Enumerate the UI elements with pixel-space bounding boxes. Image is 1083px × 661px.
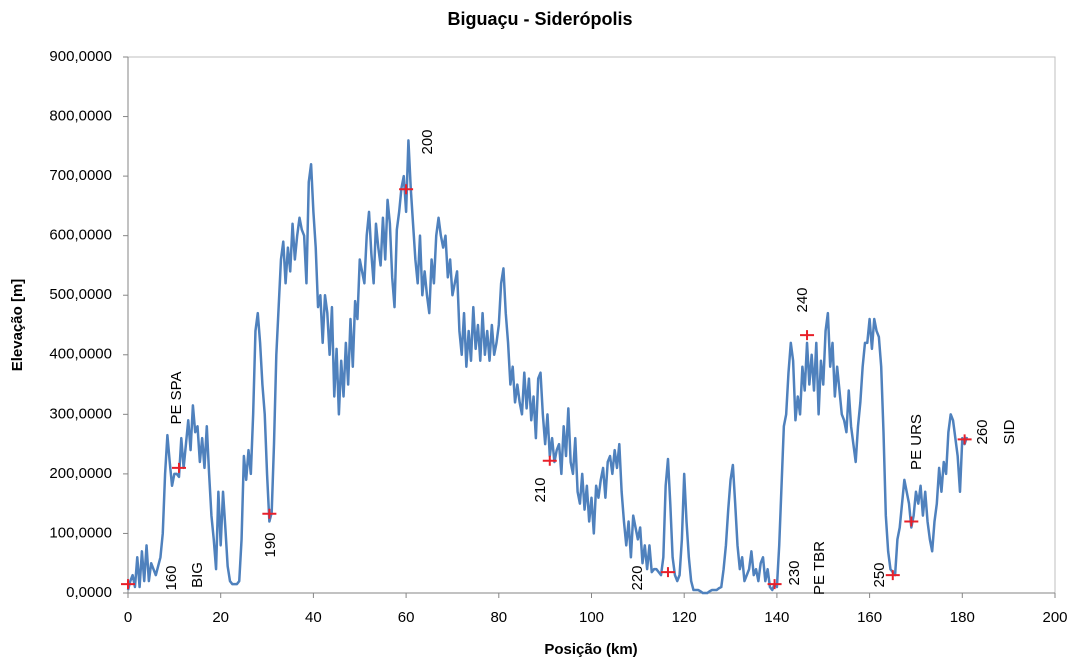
y-tick-label: 800,0000 [49, 108, 112, 125]
annotation: 220 [629, 565, 646, 590]
y-tick-label: 0,0000 [66, 584, 112, 601]
annotation: PE URS [908, 414, 925, 470]
station-marker [121, 579, 135, 590]
x-axis-title: Posição (km) [544, 641, 637, 658]
x-tick-label: 100 [579, 609, 604, 626]
x-tick-label: 60 [398, 609, 415, 626]
x-tick-label: 140 [764, 609, 789, 626]
y-tick-label: 900,0000 [49, 48, 112, 65]
station-marker [800, 330, 815, 341]
annotation: SID [1001, 419, 1018, 444]
annotation: PE TBR [811, 541, 828, 595]
station-marker [171, 462, 186, 473]
station-marker [660, 567, 675, 578]
annotation: 250 [871, 562, 888, 587]
annotation: BIG [189, 562, 206, 588]
station-marker [904, 516, 919, 527]
y-tick-label: 600,0000 [49, 227, 112, 244]
station-marker [885, 570, 900, 581]
station-marker [767, 579, 782, 590]
x-tick-label: 120 [672, 609, 697, 626]
station-marker [399, 184, 414, 195]
annotation: 210 [532, 477, 549, 502]
annotation: 230 [786, 560, 803, 585]
annotation: 240 [794, 287, 811, 312]
chart-title: Biguaçu - Siderópolis [447, 9, 632, 29]
station-marker [957, 434, 972, 445]
y-tick-label: 200,0000 [49, 465, 112, 482]
x-tick-label: 80 [490, 609, 507, 626]
y-tick-label: 300,0000 [49, 405, 112, 422]
y-axis-title: Elevação [m] [9, 279, 26, 372]
x-tick-label: 20 [212, 609, 229, 626]
elevation-line [126, 139, 969, 595]
x-tick-label: 40 [305, 609, 322, 626]
annotation: 260 [974, 419, 991, 444]
y-tick-label: 100,0000 [49, 524, 112, 541]
y-tick-label: 500,0000 [49, 286, 112, 303]
annotation: 200 [419, 129, 436, 154]
annotation: PE SPA [168, 371, 185, 424]
x-tick-label: 160 [857, 609, 882, 626]
x-tick-label: 180 [950, 609, 975, 626]
annotation: 190 [262, 532, 279, 557]
station-marker [262, 508, 277, 519]
annotation: 160 [163, 565, 180, 590]
station-marker [542, 455, 557, 466]
y-tick-label: 400,0000 [49, 346, 112, 363]
x-tick-label: 200 [1042, 609, 1067, 626]
x-tick-label: 0 [124, 609, 132, 626]
y-tick-label: 700,0000 [49, 167, 112, 184]
